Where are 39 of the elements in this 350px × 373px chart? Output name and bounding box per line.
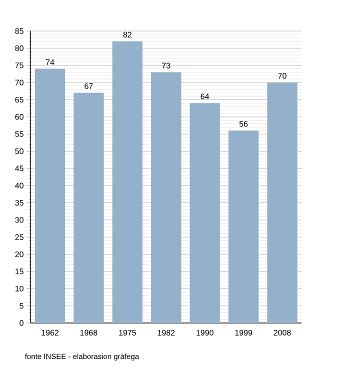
y-tick-label: 15 [15, 268, 24, 274]
bar [151, 72, 182, 323]
x-tick-label: 1999 [235, 330, 252, 336]
y-tick-label: 0 [20, 320, 24, 326]
y-tick-label: 80 [15, 45, 24, 52]
y-tick-label: 75 [15, 62, 24, 68]
data-label: 82 [123, 32, 132, 38]
data-label: 56 [239, 121, 248, 127]
y-tick-label: 30 [15, 217, 24, 223]
data-label: 70 [278, 73, 286, 79]
x-tick-label: 1990 [196, 330, 214, 336]
bar [112, 41, 143, 323]
data-label: 73 [162, 62, 170, 68]
y-tick-label: 20 [15, 251, 24, 258]
bar [34, 68, 66, 323]
x-tick-label: 1982 [158, 330, 175, 336]
y-tick-label: 60 [15, 114, 24, 120]
bar [190, 103, 220, 323]
bar [267, 82, 298, 323]
y-tick-label: 65 [15, 96, 24, 103]
bar [228, 130, 259, 323]
data-label: 74 [46, 59, 54, 65]
bar [74, 92, 104, 323]
y-tick-label: 25 [15, 234, 24, 240]
x-tick-label: 1975 [119, 330, 136, 336]
x-tick-label: 2008 [274, 330, 291, 336]
y-tick-label: 35 [15, 200, 24, 206]
x-tick-label: 1962 [42, 330, 58, 336]
y-tick-label: 5 [20, 303, 24, 309]
x-tick-label: 1968 [80, 330, 98, 336]
y-tick-label: 40 [15, 182, 24, 188]
y-tick-label: 55 [15, 131, 24, 137]
y-tick-label: 50 [15, 148, 24, 154]
y-tick-label: 10 [15, 286, 24, 292]
y-tick-label: 70 [15, 80, 24, 86]
y-tick-label: 85 [15, 28, 24, 34]
data-label: 64 [200, 94, 210, 100]
y-tick-label: 45 [15, 166, 24, 172]
data-label: 67 [84, 83, 93, 89]
